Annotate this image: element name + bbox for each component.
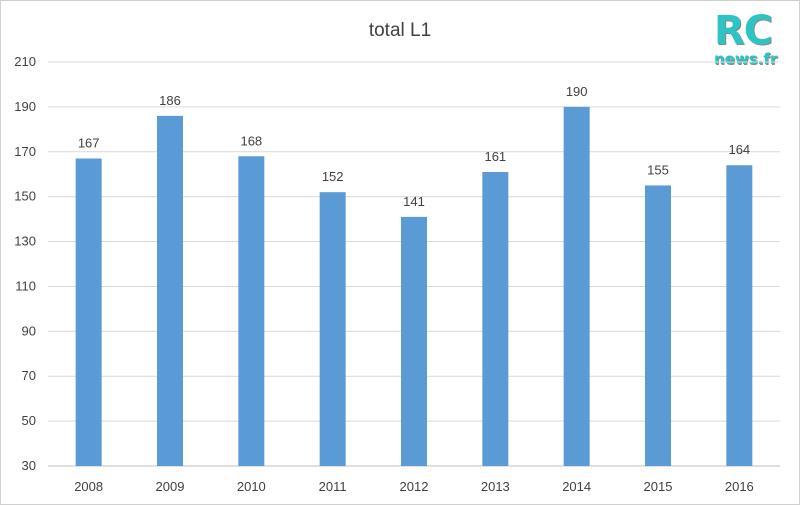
bar xyxy=(238,156,265,466)
y-tick-label: 210 xyxy=(14,54,36,69)
bars xyxy=(75,106,753,466)
data-label: 152 xyxy=(322,169,344,184)
y-axis-ticks: 210 190 170 150 130 110 90 70 50 30 xyxy=(14,54,36,473)
x-tick-label: 2010 xyxy=(237,479,266,494)
x-tick-label: 2011 xyxy=(319,479,347,494)
x-tick-label: 2016 xyxy=(725,479,754,494)
bar xyxy=(157,115,183,466)
x-axis-ticks: 2008 2009 2010 2011 2012 2013 2014 2015 2016 xyxy=(74,479,754,494)
data-label: 155 xyxy=(647,162,669,177)
data-label: 161 xyxy=(484,149,506,164)
y-tick-label: 50 xyxy=(22,413,36,428)
data-label: 141 xyxy=(403,194,425,209)
y-tick-label: 90 xyxy=(22,323,36,338)
bar xyxy=(645,185,671,466)
bar xyxy=(319,192,346,466)
data-label: 190 xyxy=(566,84,588,99)
bar xyxy=(726,165,753,466)
x-tick-label: 2012 xyxy=(400,479,429,494)
bar xyxy=(75,158,102,466)
y-tick-label: 190 xyxy=(14,99,36,114)
rcnews-logo: RC news.fr xyxy=(712,8,788,70)
chart-title: total L1 xyxy=(368,20,432,41)
x-tick-label: 2013 xyxy=(481,479,510,494)
y-tick-label: 130 xyxy=(14,234,36,249)
logo-news-text: news.fr xyxy=(714,50,778,68)
data-label: 186 xyxy=(159,93,181,108)
y-tick-label: 30 xyxy=(22,458,36,473)
data-labels: 167 186 168 152 141 161 190 155 164 xyxy=(78,84,750,209)
data-label: 168 xyxy=(240,133,262,148)
x-tick-label: 2014 xyxy=(562,479,591,494)
x-tick-label: 2009 xyxy=(156,479,185,494)
y-tick-label: 150 xyxy=(14,189,36,204)
bar xyxy=(563,106,590,466)
data-label: 164 xyxy=(728,142,750,157)
bar xyxy=(482,171,509,466)
x-tick-label: 2008 xyxy=(74,479,103,494)
y-tick-label: 110 xyxy=(15,278,36,293)
x-tick-label: 2015 xyxy=(644,479,673,494)
bar xyxy=(401,216,427,466)
logo-rc-text: RC xyxy=(714,8,773,54)
y-tick-label: 70 xyxy=(22,368,36,383)
data-label: 167 xyxy=(78,136,100,151)
y-tick-label: 170 xyxy=(14,144,36,159)
